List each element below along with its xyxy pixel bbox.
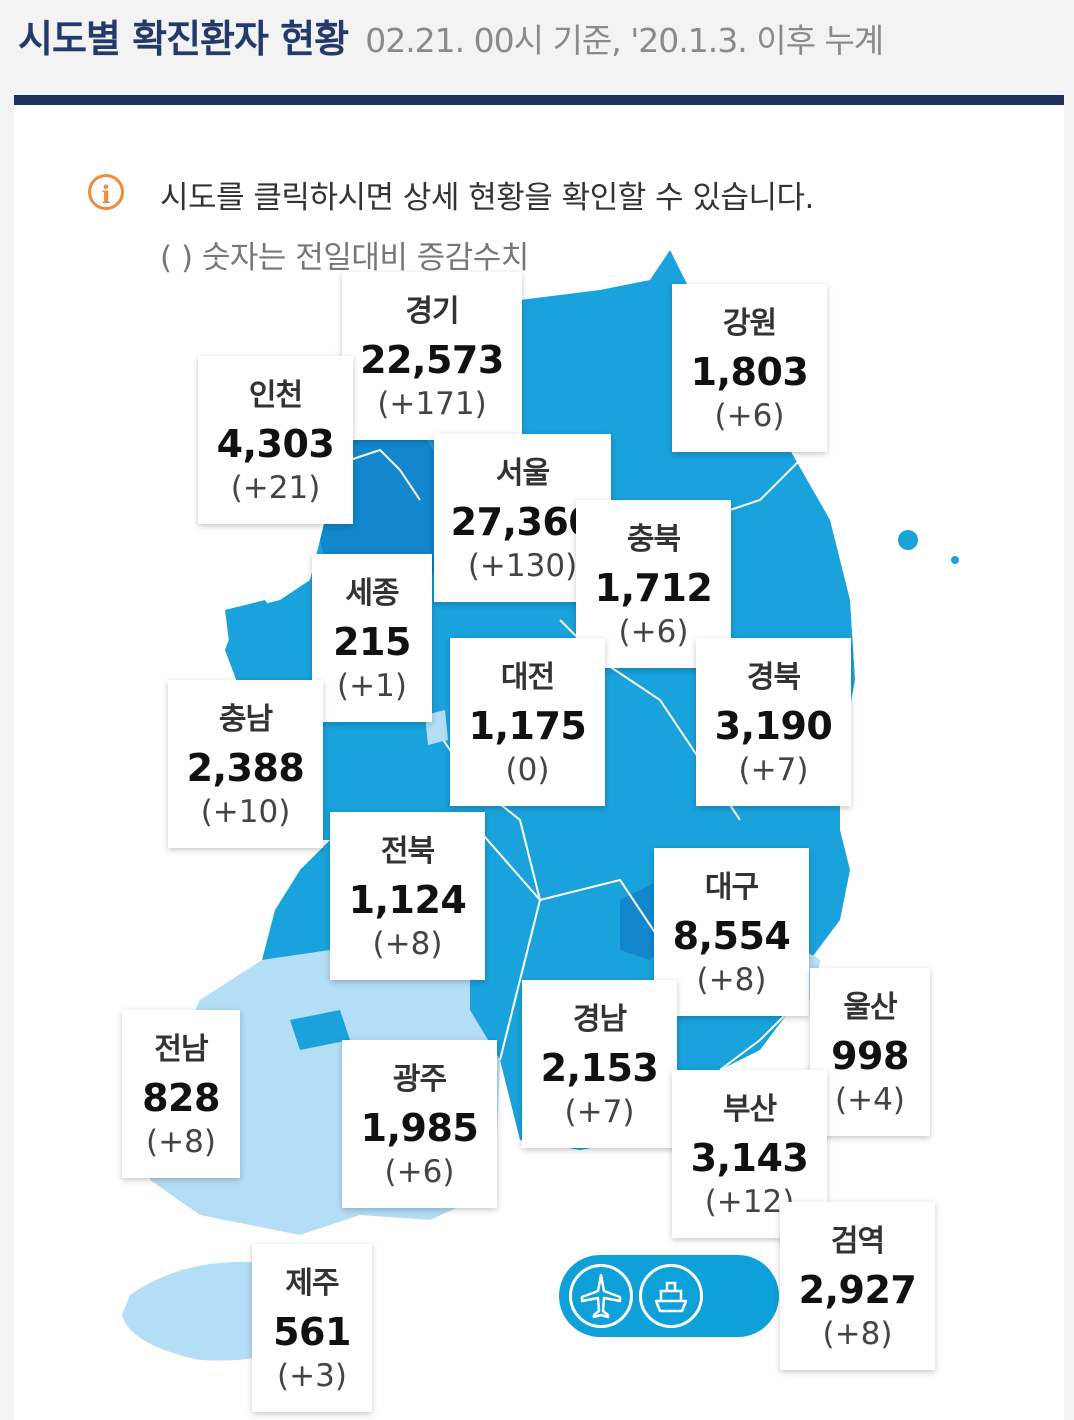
region-delta: (+10) xyxy=(200,794,291,830)
region-card-jeonbuk[interactable]: 전북 1,124 (+8) xyxy=(330,812,485,980)
region-card-gyeongnam[interactable]: 경남 2,153 (+7) xyxy=(522,980,677,1148)
region-total: 4,303 xyxy=(216,422,335,466)
region-card-jeonnam[interactable]: 전남 828 (+8) xyxy=(122,1010,240,1178)
region-total: 2,388 xyxy=(186,746,305,790)
region-delta: (+6) xyxy=(618,614,689,650)
region-delta: (+171) xyxy=(377,386,487,422)
region-name: 서울 xyxy=(495,456,550,491)
region-delta: (+8) xyxy=(696,962,767,998)
region-name: 세종 xyxy=(345,576,399,611)
region-card-daejeon[interactable]: 대전 1,175 (0) xyxy=(450,638,605,806)
region-name: 충북 xyxy=(626,522,681,557)
region-card-jeju[interactable]: 제주 561 (+3) xyxy=(252,1244,372,1412)
region-total: 2,153 xyxy=(540,1046,659,1090)
region-name: 경남 xyxy=(572,1002,627,1037)
region-name: 검역 xyxy=(830,1224,885,1259)
region-name: 충남 xyxy=(218,702,273,737)
region-name: 경북 xyxy=(746,660,801,695)
region-total: 1,712 xyxy=(594,566,713,610)
map-island-dokdo xyxy=(951,556,959,564)
region-delta: (+7) xyxy=(738,752,809,788)
map-island-southwest xyxy=(290,1010,350,1050)
region-name: 대구 xyxy=(704,870,759,905)
region-name: 인천 xyxy=(248,378,303,413)
region-delta: (+6) xyxy=(714,398,785,434)
region-name: 전남 xyxy=(154,1032,208,1067)
region-total: 27,360 xyxy=(450,500,595,544)
region-name: 강원 xyxy=(722,306,777,341)
airport-button[interactable] xyxy=(569,1264,633,1328)
transport-toggle xyxy=(559,1255,779,1337)
region-total: 828 xyxy=(142,1076,220,1120)
region-total: 1,985 xyxy=(360,1106,479,1150)
region-delta: (+6) xyxy=(384,1154,455,1190)
page-header: 시도별 확진환자 현황 02.21. 00시 기준, '20.1.3. 이후 누… xyxy=(18,8,884,63)
region-delta: (+130) xyxy=(467,548,578,584)
region-delta: (+4) xyxy=(835,1082,905,1118)
region-name: 광주 xyxy=(392,1062,447,1097)
port-button[interactable] xyxy=(639,1264,703,1328)
region-total: 8,554 xyxy=(672,914,791,958)
region-card-gangwon[interactable]: 강원 1,803 (+6) xyxy=(672,284,827,452)
legend-text: ( ) 숫자는 전일대비 증감수치 xyxy=(160,240,529,276)
region-card-incheon[interactable]: 인천 4,303 (+21) xyxy=(198,356,353,524)
region-delta: (+1) xyxy=(337,668,407,704)
region-card-daegu[interactable]: 대구 8,554 (+8) xyxy=(654,848,809,1016)
region-total: 3,143 xyxy=(690,1136,809,1180)
region-total: 1,124 xyxy=(348,878,467,922)
airplane-icon xyxy=(580,1273,622,1319)
region-delta: (+8) xyxy=(146,1124,216,1160)
region-delta: (+8) xyxy=(372,926,443,962)
page-title: 시도별 확진환자 현황 xyxy=(18,17,349,61)
region-name: 대전 xyxy=(500,660,555,695)
region-total: 215 xyxy=(333,620,411,664)
region-total: 1,803 xyxy=(690,350,809,394)
region-total: 998 xyxy=(831,1034,909,1078)
region-card-gyeongbuk[interactable]: 경북 3,190 (+7) xyxy=(696,638,851,806)
region-total: 2,927 xyxy=(798,1268,917,1312)
region-name: 부산 xyxy=(722,1092,777,1127)
region-name: 전북 xyxy=(380,834,435,869)
region-card-gyeonggi[interactable]: 경기 22,573 (+171) xyxy=(342,272,522,440)
region-name: 울산 xyxy=(843,990,897,1025)
region-delta: (+8) xyxy=(822,1316,893,1352)
region-card-chungnam[interactable]: 충남 2,388 (+10) xyxy=(168,680,323,848)
notice-text: 시도를 클릭하시면 상세 현황을 확인할 수 있습니다. xyxy=(160,180,814,216)
region-total: 561 xyxy=(273,1310,351,1354)
region-name: 제주 xyxy=(285,1266,339,1301)
region-name: 경기 xyxy=(405,294,459,329)
region-card-sejong[interactable]: 세종 215 (+1) xyxy=(312,554,432,722)
info-icon: i xyxy=(88,174,124,210)
region-total: 3,190 xyxy=(714,704,833,748)
region-delta: (+7) xyxy=(564,1094,635,1130)
region-card-gwangju[interactable]: 광주 1,985 (+6) xyxy=(342,1040,497,1208)
ship-icon xyxy=(654,1281,688,1313)
map-island-west xyxy=(225,600,285,660)
header-divider xyxy=(14,95,1064,105)
region-total: 1,175 xyxy=(468,704,587,748)
region-card-quarantine[interactable]: 검역 2,927 (+8) xyxy=(780,1202,935,1370)
region-delta: (+12) xyxy=(704,1184,795,1220)
region-delta: (+21) xyxy=(230,470,321,506)
region-delta: (+3) xyxy=(277,1358,347,1394)
region-card-ulsan[interactable]: 울산 998 (+4) xyxy=(810,968,930,1136)
page-subtitle: 02.21. 00시 기준, '20.1.3. 이후 누계 xyxy=(365,21,884,60)
map-island-ulleung xyxy=(898,530,918,550)
region-delta: (0) xyxy=(505,752,550,788)
region-total: 22,573 xyxy=(360,338,504,382)
